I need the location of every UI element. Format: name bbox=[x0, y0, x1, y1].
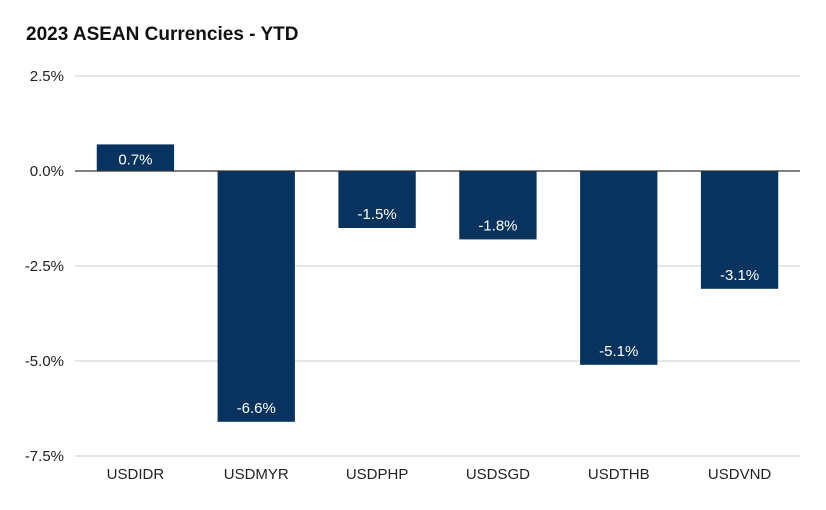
data-label: -5.1% bbox=[599, 343, 638, 360]
y-axis-tick-labels: 2.5% 0.0% -2.5% -5.0% -7.5% bbox=[25, 68, 64, 465]
y-tick-label: -5.0% bbox=[25, 353, 64, 370]
bar-usdthb bbox=[580, 171, 658, 365]
x-category-label: USDTHB bbox=[588, 466, 650, 483]
bar-usdvnd bbox=[700, 171, 779, 289]
y-tick-label: 0.0% bbox=[30, 163, 64, 180]
x-axis-category-labels: USDIDR USDMYR USDPHP USDSGD USDTHB USDVND bbox=[107, 466, 772, 483]
data-label: -6.6% bbox=[237, 400, 276, 417]
data-labels: 0.7% -6.6% -1.5% -1.8% -5.1% -3.1% bbox=[118, 151, 759, 416]
chart-title: 2023 ASEAN Currencies - YTD bbox=[26, 24, 299, 45]
grid-lines bbox=[75, 75, 800, 457]
bar-usdmyr bbox=[217, 171, 295, 422]
y-tick-label: 2.5% bbox=[30, 68, 64, 85]
y-tick-label: -7.5% bbox=[25, 448, 64, 465]
data-label: -1.5% bbox=[357, 206, 396, 223]
data-label: -3.1% bbox=[720, 267, 759, 284]
bar-usdsgd bbox=[459, 171, 537, 240]
data-label: 0.7% bbox=[118, 151, 152, 168]
y-tick-label: -2.5% bbox=[25, 258, 64, 275]
bar-usdidr bbox=[96, 144, 175, 171]
x-category-label: USDPHP bbox=[346, 466, 409, 483]
x-category-label: USDIDR bbox=[107, 466, 165, 483]
x-category-label: USDVND bbox=[708, 466, 772, 483]
x-category-label: USDSGD bbox=[466, 466, 530, 483]
x-category-label: USDMYR bbox=[224, 466, 289, 483]
bar-usdphp bbox=[338, 171, 416, 228]
data-label: -1.8% bbox=[478, 217, 517, 234]
bars bbox=[96, 144, 779, 422]
